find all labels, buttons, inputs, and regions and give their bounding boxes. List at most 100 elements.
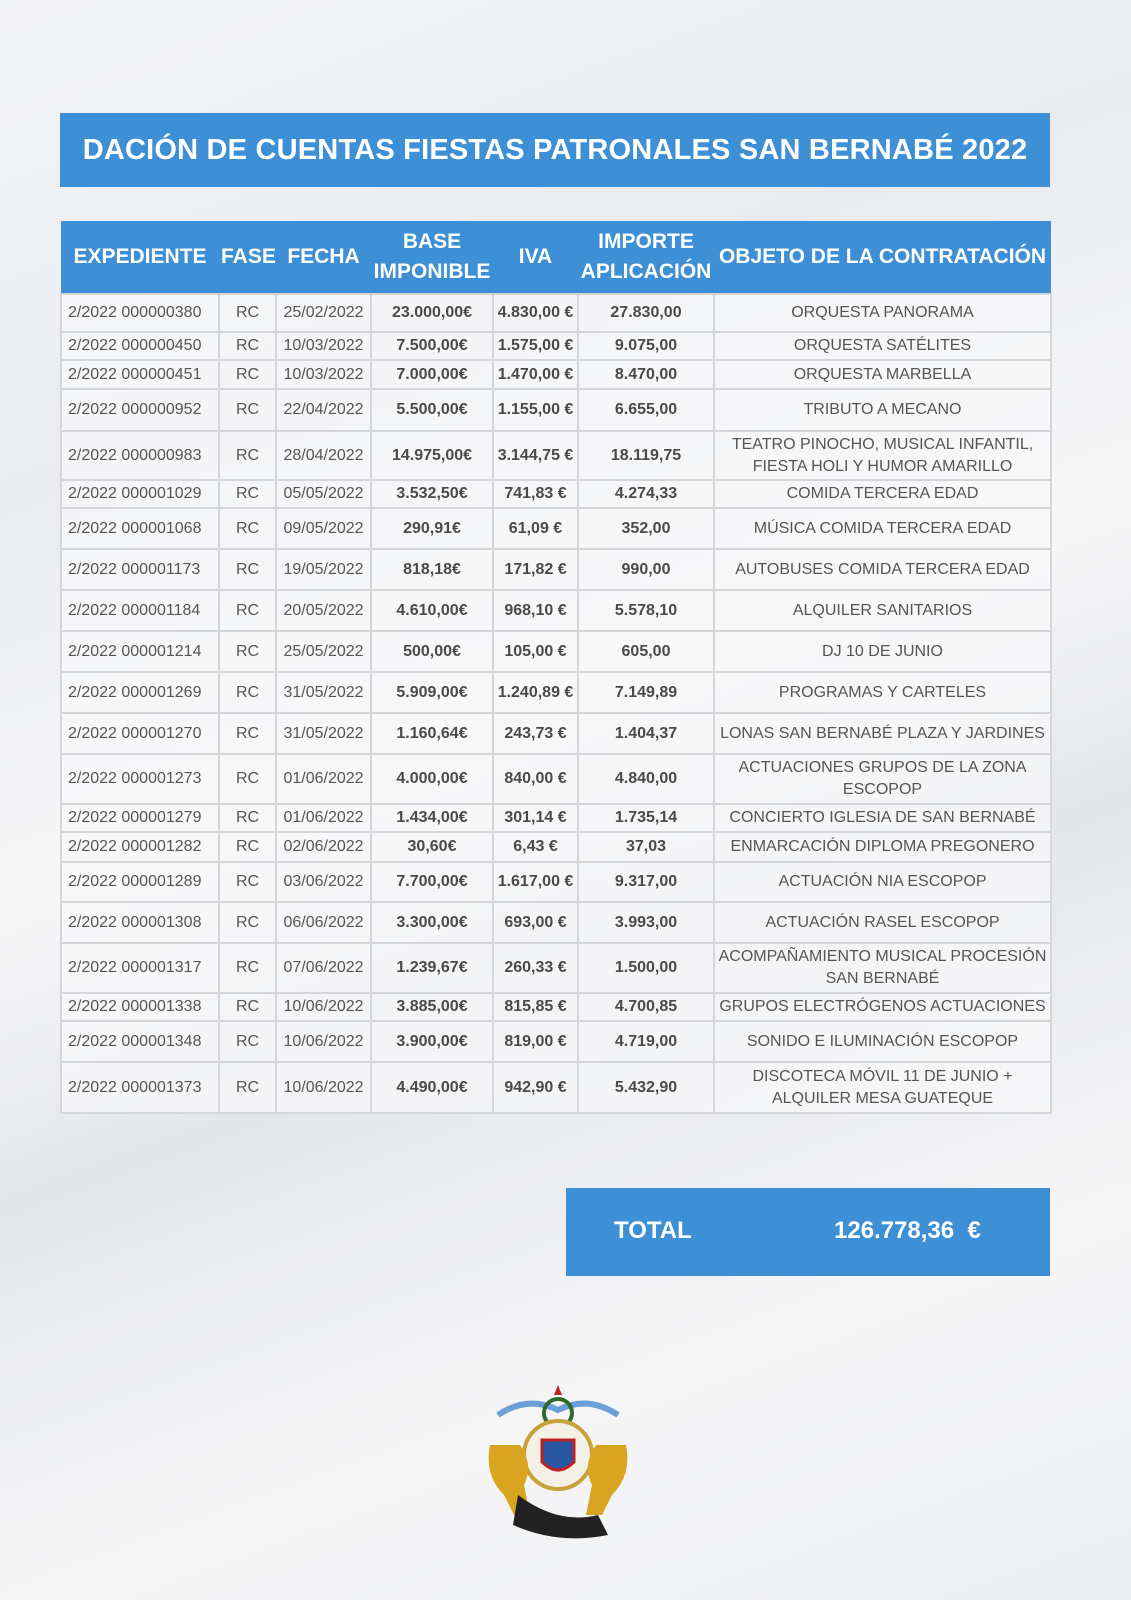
cell-base-imponible: 500,00€ xyxy=(370,630,494,673)
cell-objeto: PROGRAMAS Y CARTELES xyxy=(713,671,1052,714)
cell-importe: 18.119,75 xyxy=(577,430,715,481)
cell-iva: 1.617,00 € xyxy=(492,861,579,903)
cell-fase: RC xyxy=(218,548,277,591)
table-row: 2/2022 000001269 RC 31/05/2022 5.909,00€ 1.2… xyxy=(60,671,1052,714)
cell-base-imponible: 1.239,67€ xyxy=(370,942,494,994)
table-row: 2/2022 000001338 RC 10/06/2022 3.885,00€ 815… xyxy=(60,992,1052,1022)
table-row: 2/2022 000001348 RC 10/06/2022 3.900,00€ 819… xyxy=(60,1020,1052,1063)
cell-objeto: ACOMPAÑAMIENTO MUSICAL PROCESIÓN SAN BER… xyxy=(713,942,1052,994)
cell-iva: 815,85 € xyxy=(492,992,579,1022)
cell-fase: RC xyxy=(218,359,277,390)
cell-fase: RC xyxy=(218,293,277,333)
cell-fecha: 19/05/2022 xyxy=(275,548,372,591)
cell-importe: 4.840,00 xyxy=(577,753,715,805)
cell-base-imponible: 818,18€ xyxy=(370,548,494,591)
cell-importe: 3.993,00 xyxy=(577,901,715,944)
cell-importe: 4.700,85 xyxy=(577,992,715,1022)
cell-fecha: 28/04/2022 xyxy=(275,430,372,481)
cell-fase: RC xyxy=(218,388,277,432)
cell-importe: 1.500,00 xyxy=(577,942,715,994)
cell-iva: 840,00 € xyxy=(492,753,579,805)
cell-base-imponible: 5.909,00€ xyxy=(370,671,494,714)
table-row: 2/2022 000001214 RC 25/05/2022 500,00€ 105,0… xyxy=(60,630,1052,673)
cell-expediente: 2/2022 000001279 xyxy=(60,803,220,833)
coat-of-arms-logo xyxy=(478,1385,638,1545)
cell-fase: RC xyxy=(218,671,277,714)
cell-importe: 8.470,00 xyxy=(577,359,715,390)
header-expediente: EXPEDIENTE xyxy=(61,221,219,294)
cell-base-imponible: 30,60€ xyxy=(370,831,494,863)
cell-importe: 990,00 xyxy=(577,548,715,591)
cell-base-imponible: 7.000,00€ xyxy=(370,359,494,390)
cell-objeto: COMIDA TERCERA EDAD xyxy=(713,479,1052,509)
cell-fase: RC xyxy=(218,712,277,755)
cell-objeto: ACTUACIÓN RASEL ESCOPOP xyxy=(713,901,1052,944)
cell-base-imponible: 3.300,00€ xyxy=(370,901,494,944)
cell-objeto: SONIDO E ILUMINACIÓN ESCOPOP xyxy=(713,1020,1052,1063)
cell-base-imponible: 23.000,00€ xyxy=(370,293,494,333)
table-row: 2/2022 000001373 RC 10/06/2022 4.490,00€ 942… xyxy=(60,1061,1052,1114)
cell-fase: RC xyxy=(218,1020,277,1063)
cell-fase: RC xyxy=(218,1061,277,1114)
cell-fecha: 01/06/2022 xyxy=(275,753,372,805)
cell-iva: 4.830,00 € xyxy=(492,293,579,333)
cell-expediente: 2/2022 000001289 xyxy=(60,861,220,903)
table-row: 2/2022 000001173 RC 19/05/2022 818,18€ 171,8… xyxy=(60,548,1052,591)
cell-objeto: ACTUACIÓN NIA ESCOPOP xyxy=(713,861,1052,903)
cell-fecha: 07/06/2022 xyxy=(275,942,372,994)
expenses-table: EXPEDIENTE FASE FECHA BASE IMPONIBLE IVA… xyxy=(60,221,1052,1114)
cell-fecha: 03/06/2022 xyxy=(275,861,372,903)
table-row: 2/2022 000001068 RC 09/05/2022 290,91€ 61,09… xyxy=(60,507,1052,550)
cell-fecha: 31/05/2022 xyxy=(275,712,372,755)
cell-fase: RC xyxy=(218,753,277,805)
cell-fecha: 31/05/2022 xyxy=(275,671,372,714)
cell-objeto: MÚSICA COMIDA TERCERA EDAD xyxy=(713,507,1052,550)
table-row: 2/2022 000001317 RC 07/06/2022 1.239,67€ 260… xyxy=(60,942,1052,994)
cell-iva: 1.155,00 € xyxy=(492,388,579,432)
cell-importe: 5.578,10 xyxy=(577,589,715,632)
cell-fecha: 10/03/2022 xyxy=(275,331,372,361)
cell-expediente: 2/2022 000001338 xyxy=(60,992,220,1022)
cell-expediente: 2/2022 000001068 xyxy=(60,507,220,550)
cell-expediente: 2/2022 000001184 xyxy=(60,589,220,632)
cell-fecha: 25/05/2022 xyxy=(275,630,372,673)
page-title: DACIÓN DE CUENTAS FIESTAS PATRONALES SAN… xyxy=(60,113,1050,187)
table-row: 2/2022 000000380 RC 25/02/2022 23.000,00€ 4.… xyxy=(60,293,1052,333)
cell-objeto: ORQUESTA SATÉLITES xyxy=(713,331,1052,361)
cell-importe: 1.404,37 xyxy=(577,712,715,755)
cell-expediente: 2/2022 000001273 xyxy=(60,753,220,805)
cell-base-imponible: 290,91€ xyxy=(370,507,494,550)
cell-base-imponible: 5.500,00€ xyxy=(370,388,494,432)
cell-expediente: 2/2022 000001308 xyxy=(60,901,220,944)
cell-iva: 243,73 € xyxy=(492,712,579,755)
cell-expediente: 2/2022 000001270 xyxy=(60,712,220,755)
cell-importe: 1.735,14 xyxy=(577,803,715,833)
cell-objeto: TEATRO PINOCHO, MUSICAL INFANTIL, FIESTA… xyxy=(713,430,1052,481)
cell-fase: RC xyxy=(218,430,277,481)
cell-objeto: AUTOBUSES COMIDA TERCERA EDAD xyxy=(713,548,1052,591)
cell-objeto: CONCIERTO IGLESIA DE SAN BERNABÉ xyxy=(713,803,1052,833)
cell-base-imponible: 1.434,00€ xyxy=(370,803,494,833)
cell-iva: 968,10 € xyxy=(492,589,579,632)
cell-objeto: GRUPOS ELECTRÓGENOS ACTUACIONES xyxy=(713,992,1052,1022)
cell-fase: RC xyxy=(218,479,277,509)
cell-iva: 6,43 € xyxy=(492,831,579,863)
table-row: 2/2022 000001282 RC 02/06/2022 30,60€ 6,43 €… xyxy=(60,831,1052,863)
table-row: 2/2022 000001308 RC 06/06/2022 3.300,00€ 693… xyxy=(60,901,1052,944)
cell-fase: RC xyxy=(218,861,277,903)
total-value: 126.778,36 € xyxy=(834,1217,981,1244)
cell-expediente: 2/2022 000001348 xyxy=(60,1020,220,1063)
cell-fase: RC xyxy=(218,507,277,550)
cell-expediente: 2/2022 000001282 xyxy=(60,831,220,863)
cell-fecha: 05/05/2022 xyxy=(275,479,372,509)
cell-objeto: ORQUESTA PANORAMA xyxy=(713,293,1052,333)
cell-importe: 4.719,00 xyxy=(577,1020,715,1063)
cell-base-imponible: 7.700,00€ xyxy=(370,861,494,903)
cell-iva: 260,33 € xyxy=(492,942,579,994)
total-box: TOTAL 126.778,36 € xyxy=(566,1188,1050,1276)
table-row: 2/2022 000000952 RC 22/04/2022 5.500,00€ 1.1… xyxy=(60,388,1052,432)
header-fase: FASE xyxy=(219,221,276,294)
cell-expediente: 2/2022 000000380 xyxy=(60,293,220,333)
cell-base-imponible: 3.532,50€ xyxy=(370,479,494,509)
cell-expediente: 2/2022 000001373 xyxy=(60,1061,220,1114)
